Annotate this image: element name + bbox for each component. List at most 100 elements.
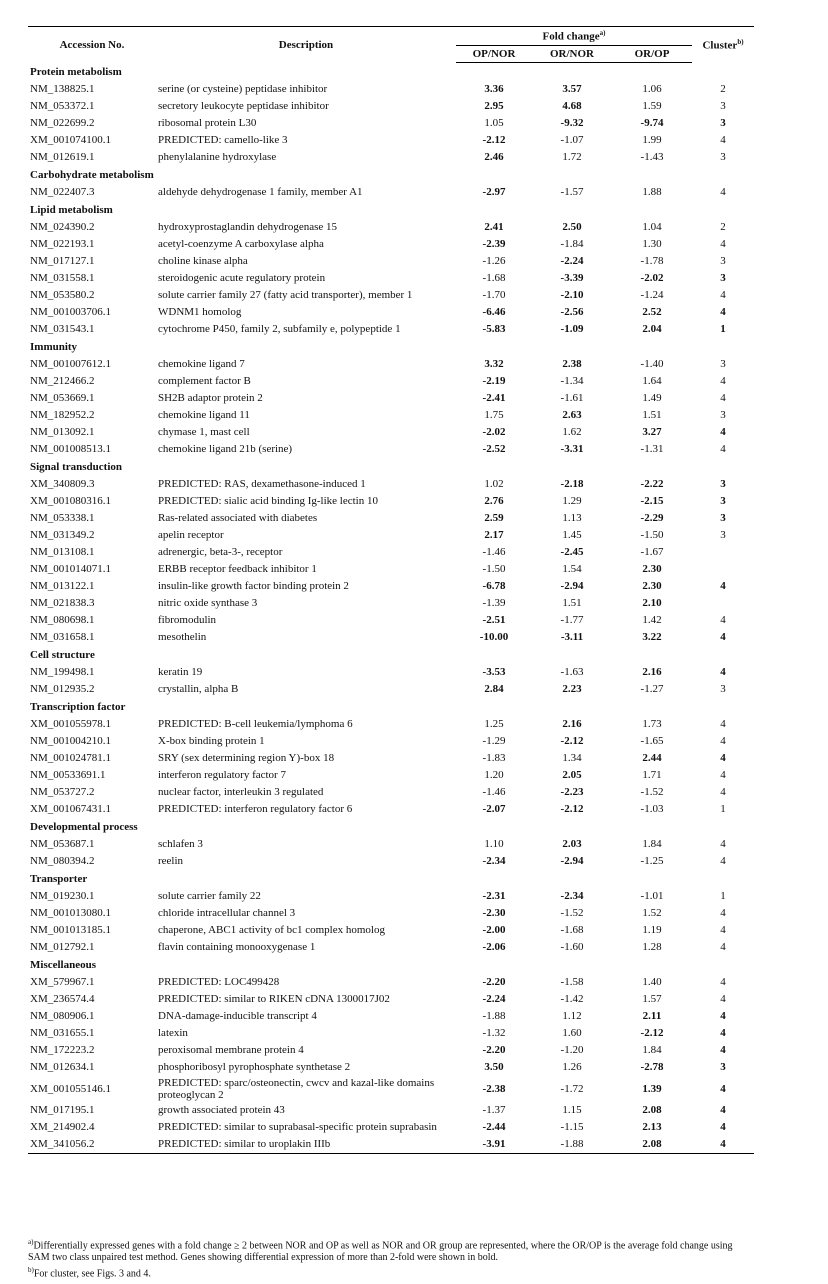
- cell: 1.64: [642, 375, 662, 388]
- table-header: Accession No. Description Fold changea) …: [28, 26, 755, 63]
- gene-row: NM_053580.2 solute carrier family 27 (fat…: [28, 287, 754, 304]
- cell: 3: [720, 495, 726, 508]
- cell: -1.68: [482, 272, 506, 285]
- gene-row: NM_012634.1 phosphoribosyl pyrophosphate …: [28, 1059, 754, 1076]
- cell: -1.27: [640, 683, 664, 696]
- gene-row: NM_001013080.1 chloride intracellular cha…: [28, 905, 754, 922]
- cell: NM_019230.1: [30, 890, 95, 903]
- cell: 3.36: [484, 83, 504, 96]
- cell: Ras-related associated with diabetes: [158, 512, 318, 525]
- cell: -2.12: [482, 134, 506, 147]
- cell: -1.68: [560, 924, 584, 937]
- section-title: Miscellaneous: [30, 959, 96, 972]
- cell: -1.60: [560, 941, 584, 954]
- cell: aldehyde dehydrogenase 1 family, member …: [158, 186, 363, 199]
- header-cell: Description: [156, 26, 456, 63]
- cell: XM_214902.4: [30, 1121, 95, 1134]
- cell: NM_031543.1: [30, 323, 95, 336]
- cell: NM_022193.1: [30, 238, 95, 251]
- cell: -1.83: [482, 752, 506, 765]
- cell: reelin: [158, 855, 184, 868]
- cell: -1.42: [560, 993, 584, 1006]
- cell: 2.05: [562, 769, 582, 782]
- gene-row: NM_199498.1 keratin 19 -3.53 -1.63 2.16 4: [28, 664, 754, 681]
- cell: NM_031558.1: [30, 272, 95, 285]
- cell: NM_001008513.1: [30, 443, 111, 456]
- cell: NM_013122.1: [30, 580, 95, 593]
- cell: schlafen 3: [158, 838, 203, 851]
- cell: -1.34: [560, 375, 584, 388]
- cell: NM_001014071.1: [30, 563, 111, 576]
- header-text: Fold change: [542, 30, 600, 43]
- cell: PREDICTED: similar to suprabasal-specifi…: [158, 1121, 437, 1134]
- cell: 4: [720, 1027, 726, 1040]
- cell: serine (or cysteine) peptidase inhibitor: [158, 83, 328, 96]
- footnote: a)Differentially expressed genes with a …: [28, 1236, 754, 1264]
- cell: -2.39: [482, 238, 506, 251]
- cell: XM_340809.3: [30, 478, 95, 491]
- cell: 4: [720, 735, 726, 748]
- cell: NM_013108.1: [30, 546, 95, 559]
- cell: NM_053372.1: [30, 100, 95, 113]
- cell: 2.63: [562, 409, 582, 422]
- footnote-mark: a): [28, 1238, 34, 1246]
- cell: [692, 561, 754, 578]
- table-body: Protein metabolism NM_138825.1 serine (or …: [28, 62, 755, 1154]
- footnote-mark: b): [28, 1266, 34, 1275]
- cell: 3: [720, 255, 726, 268]
- header-cell: OR/NOR: [532, 45, 612, 63]
- cell: 3: [720, 151, 726, 164]
- gene-row: NM_080698.1 fibromodulin -2.51 -1.77 1.42 4: [28, 612, 754, 629]
- cell: 2.50: [562, 221, 582, 234]
- cell: 3: [720, 478, 726, 491]
- cell: 2.84: [484, 683, 504, 696]
- cell: 4: [720, 941, 726, 954]
- cell: -2.23: [560, 786, 584, 799]
- cell: 4: [720, 1010, 726, 1023]
- cell: 4: [720, 855, 726, 868]
- cell: -2.10: [560, 289, 584, 302]
- cell: [692, 595, 754, 612]
- cell: -1.25: [640, 855, 664, 868]
- cell: 4.68: [562, 100, 582, 113]
- cell: -1.78: [640, 255, 664, 268]
- cell: -1.52: [560, 907, 584, 920]
- cell: -1.84: [560, 238, 584, 251]
- footnote-mark: a): [599, 29, 606, 37]
- cell: 2.16: [642, 666, 662, 679]
- cell: NM_053669.1: [30, 392, 95, 405]
- cell: DNA-damage-inducible transcript 4: [158, 1010, 317, 1023]
- cell: 1.34: [562, 752, 582, 765]
- cell: -2.00: [482, 924, 506, 937]
- cell: 1.40: [642, 976, 662, 989]
- cell: -1.46: [482, 546, 506, 559]
- cell: NM_053727.2: [30, 786, 95, 799]
- section-row: Carbohydrate metabolism: [28, 166, 754, 184]
- cell: PREDICTED: RAS, dexamethasone-induced 1: [158, 478, 366, 491]
- cell: -1.09: [560, 323, 584, 336]
- cell: chemokine ligand 21b (serine): [158, 443, 293, 456]
- cell: 4: [720, 907, 726, 920]
- cell: -1.39: [482, 597, 506, 610]
- cell: chaperone, ABC1 activity of bc1 complex …: [158, 924, 385, 937]
- gene-row: NM_013092.1 chymase 1, mast cell -2.02 1.62…: [28, 424, 754, 441]
- cell: PREDICTED: interferon regulatory factor …: [158, 803, 353, 816]
- section-row: Cell structure: [28, 646, 754, 664]
- gene-row: XM_001067431.1 PREDICTED: interferon regu…: [28, 801, 754, 818]
- cell: -3.91: [456, 1135, 532, 1154]
- cell: 3.27: [642, 426, 662, 439]
- cell: 1.59: [642, 100, 662, 113]
- cell: -9.74: [640, 117, 664, 130]
- section-title: Developmental process: [30, 821, 138, 834]
- cell: 1: [720, 803, 726, 816]
- cell: 3.32: [484, 358, 504, 371]
- cell: -9.32: [560, 117, 584, 130]
- cell: 3: [720, 529, 726, 542]
- cell: NM_172223.2: [30, 1044, 95, 1057]
- cell: NM_024390.2: [30, 221, 95, 234]
- cell: NM_080906.1: [30, 1010, 95, 1023]
- cell: steroidogenic acute regulatory protein: [158, 272, 326, 285]
- section-title: Transcription factor: [30, 701, 126, 714]
- gene-row: XM_236574.4 PREDICTED: similar to RIKEN c…: [28, 991, 754, 1008]
